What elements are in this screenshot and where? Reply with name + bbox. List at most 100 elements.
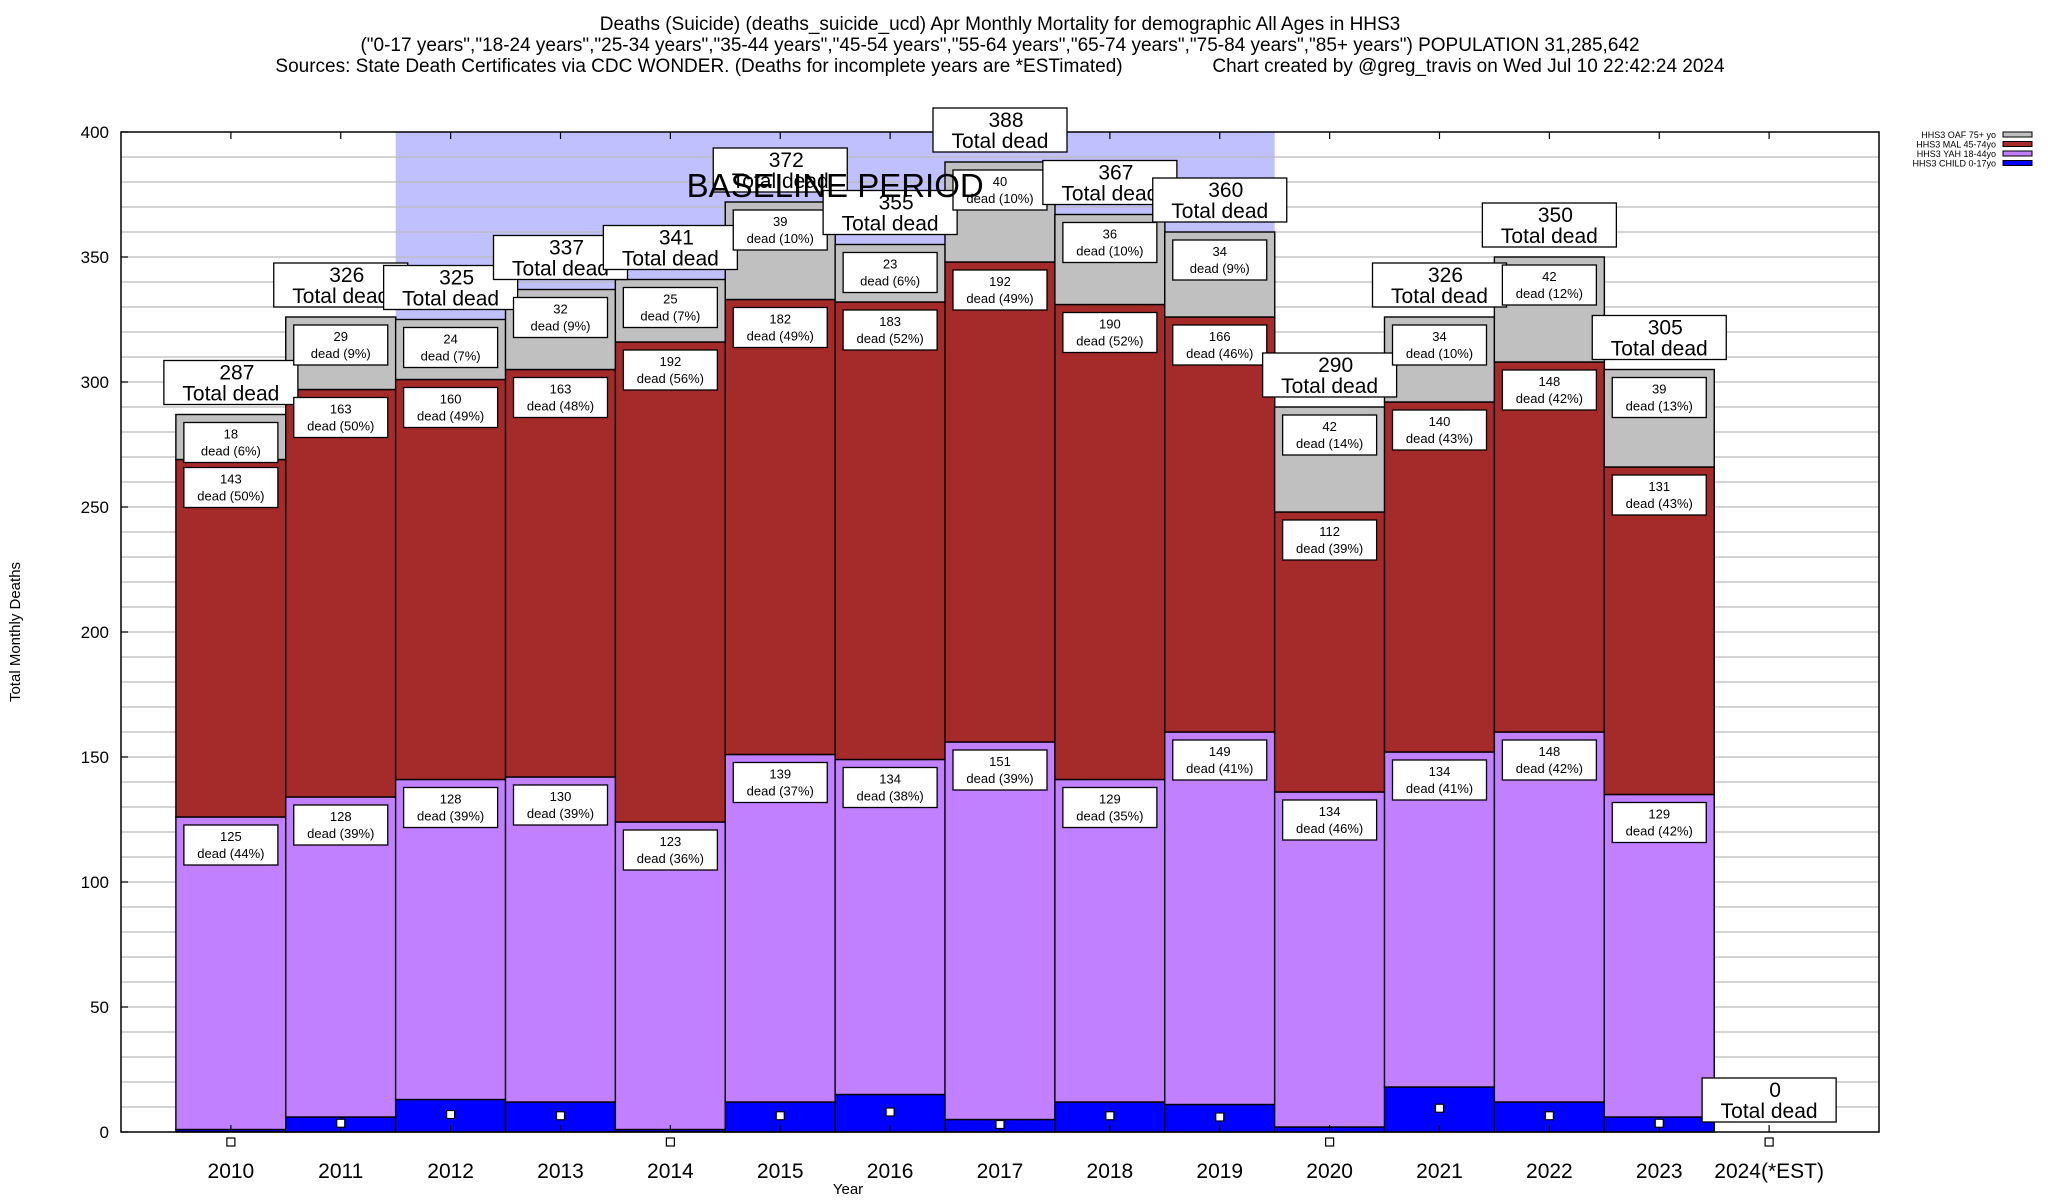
segment-label: 34 dead (9%)	[1172, 239, 1268, 281]
bar-segment	[1054, 303, 1166, 781]
segment-label-percent: dead (12%)	[1516, 286, 1583, 301]
segment-label: 128 dead (39%)	[402, 786, 499, 829]
segment-label-percent: dead (14%)	[1296, 436, 1363, 451]
segment-label-value: 151	[989, 754, 1011, 769]
chart-title: Deaths (Suicide) (deaths_suicide_ucd) Ap…	[275, 14, 1725, 77]
total-label-value: 287	[219, 362, 254, 385]
segment-label: 129 dead (42%)	[1611, 801, 1707, 844]
segment-label-value: 192	[989, 274, 1011, 289]
segment-label: 36 dead (10%)	[1062, 221, 1158, 264]
total-label-text: Total dead	[952, 130, 1049, 153]
total-label-value: 326	[329, 264, 364, 287]
segment-label-value: 140	[1429, 414, 1451, 429]
segment-label-box	[622, 829, 719, 871]
bar-segment	[1493, 361, 1606, 733]
segment-label-value: 134	[1319, 804, 1341, 819]
title-line-1: Deaths (Suicide) (deaths_suicide_ucd) Ap…	[600, 14, 1401, 35]
total-label-text: Total dead	[842, 213, 939, 236]
bar-segment	[394, 378, 507, 781]
total-label-text: Total dead	[1501, 225, 1598, 248]
segment-label-percent: dead (50%)	[307, 419, 374, 434]
segment-label-percent: dead (36%)	[637, 851, 704, 866]
segment-label-value: 148	[1539, 374, 1561, 389]
total-label-box	[1152, 177, 1288, 223]
segment-label: 24 dead (7%)	[402, 326, 499, 369]
total-label-box	[163, 359, 299, 406]
x-tick-label: 2020	[1306, 1160, 1353, 1183]
segment-label-percent: dead (6%)	[201, 444, 261, 459]
x-tick-label: 2019	[1196, 1160, 1243, 1183]
y-tick-label: 150	[81, 748, 109, 767]
segment-label-value: 183	[879, 314, 901, 329]
segment-label-percent: dead (39%)	[417, 809, 484, 824]
x-axis-title: Year	[833, 1181, 863, 1198]
bar-segment	[1164, 316, 1276, 733]
x-tick-label: 2024(*EST)	[1714, 1160, 1824, 1183]
bar-segment	[1383, 401, 1496, 753]
segment-label-box	[1281, 519, 1378, 561]
segment-label-value: 36	[1103, 227, 1117, 242]
legend-swatch	[2002, 131, 2033, 138]
segment-label-value: 129	[1648, 807, 1670, 822]
segment-label-value: 148	[1539, 744, 1561, 759]
title-line-2: ("0-17 years","18-24 years","25-34 years…	[360, 35, 1639, 56]
child-marker	[226, 1137, 236, 1147]
segment-label: 125 dead (44%)	[183, 824, 279, 866]
segment-label: 148 dead (42%)	[1501, 739, 1598, 781]
segment-label: 160 dead (49%)	[402, 386, 499, 429]
segment-label-percent: dead (42%)	[1626, 824, 1693, 839]
segment-label: 129 dead (35%)	[1062, 786, 1158, 829]
segment-label-value: 42	[1322, 419, 1336, 434]
segment-label: 192 dead (56%)	[622, 349, 719, 391]
segment-label: 163 dead (48%)	[512, 376, 609, 419]
segment-label-percent: dead (10%)	[1076, 244, 1143, 259]
title-line-3: Sources: State Death Certificates via CD…	[275, 56, 1725, 77]
y-axis-title: Total Monthly Deaths	[7, 562, 24, 702]
segment-label-box	[402, 786, 499, 829]
total-label-value: 350	[1538, 204, 1573, 227]
x-tick-label: 2015	[757, 1160, 804, 1183]
total-label-value: 0	[1769, 1079, 1781, 1102]
segment-label-value: 25	[663, 292, 677, 307]
segment-label-box	[1172, 324, 1268, 366]
segment-label-percent: dead (38%)	[857, 789, 924, 804]
segment-label: 112 dead (39%)	[1281, 519, 1378, 561]
segment-label: 32 dead (9%)	[512, 296, 609, 339]
segment-label: 140 dead (43%)	[1391, 409, 1488, 451]
bar-segment	[1164, 731, 1276, 1106]
total-label-text: Total dead	[1171, 200, 1268, 223]
segment-label-percent: dead (49%)	[966, 291, 1033, 306]
segment-label-value: 149	[1209, 744, 1231, 759]
segment-label-box	[512, 376, 609, 419]
total-label-box	[1261, 352, 1398, 398]
y-tick-label: 0	[100, 1123, 109, 1142]
data-labels: 125 dead (44%) 143 dead (50%) 18 dead (6%) 287…	[163, 107, 1837, 1147]
child-marker	[1105, 1111, 1115, 1121]
x-tick-label: 2022	[1526, 1160, 1573, 1183]
child-marker	[1215, 1112, 1225, 1122]
segment-label-percent: dead (44%)	[197, 846, 264, 861]
legend-label: HHS3 MAL 45-74yo	[1916, 140, 1996, 150]
segment-label: 130 dead (39%)	[512, 784, 609, 826]
segment-label: 134 dead (38%)	[842, 766, 938, 809]
bar-segment	[834, 301, 946, 761]
segment-label: 34 dead (10%)	[1391, 324, 1488, 366]
segment-label: 40 dead (10%)	[952, 169, 1048, 211]
segment-label: 123 dead (36%)	[622, 829, 719, 871]
total-label-value: 341	[659, 227, 694, 250]
total-label-box	[1481, 202, 1618, 248]
child-marker	[1654, 1118, 1664, 1128]
total-label-text: Total dead	[292, 285, 389, 308]
bar-segment	[1603, 793, 1715, 1118]
segment-label-percent: dead (7%)	[421, 349, 481, 364]
total-label-value: 305	[1648, 317, 1683, 340]
child-marker	[446, 1109, 456, 1120]
segment-label-box	[183, 421, 279, 464]
segment-label-box	[512, 296, 609, 339]
total-label-box	[712, 147, 848, 193]
segment-label: 18 dead (6%)	[183, 421, 279, 464]
segment-label-box	[842, 251, 938, 294]
